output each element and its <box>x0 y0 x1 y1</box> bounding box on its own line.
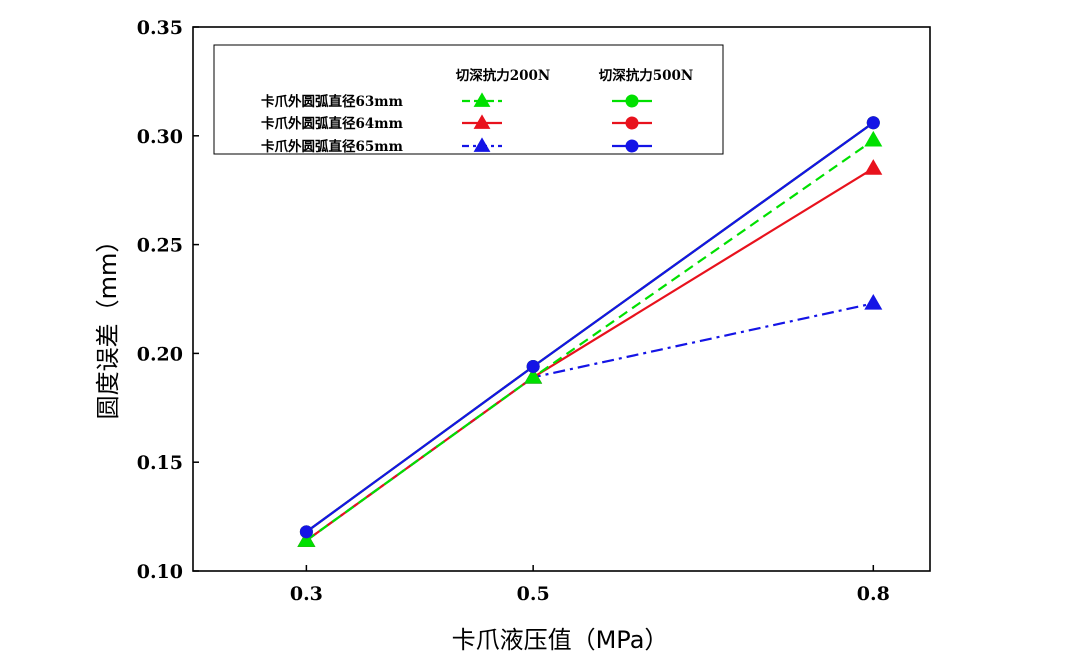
triangle-marker <box>864 159 883 175</box>
y-tick-label: 0.15 <box>137 452 183 474</box>
triangle-marker <box>864 294 883 310</box>
plot-frame <box>192 26 931 572</box>
y-tick-label: 0.30 <box>137 126 183 148</box>
triangle-marker <box>524 368 543 384</box>
legend-triangle-marker <box>473 92 491 107</box>
series-lines <box>305 121 874 542</box>
legend-triangle-marker <box>473 137 491 152</box>
x-axis-title: 卡爪液压值（MPa） <box>452 626 669 654</box>
legend-triangle-marker <box>473 114 491 129</box>
circle-marker <box>866 116 880 130</box>
legend-row-label: 卡爪外圆弧直径65mm <box>261 138 403 155</box>
y-tick-label: 0.25 <box>137 235 183 257</box>
series-markers <box>297 116 883 547</box>
plot-area-border <box>192 26 931 572</box>
legend: 切深抗力200N 切深抗力500N 卡爪外圆弧直径63mm 卡爪外圆弧直径64mm 卡爪… <box>213 44 724 155</box>
y-axis-title: 圆度误差（mm） <box>94 229 122 420</box>
y-tick-label: 0.35 <box>137 17 183 39</box>
series-line <box>305 139 874 542</box>
legend-circle-marker <box>625 116 639 130</box>
circle-marker <box>526 359 540 373</box>
legend-row-label: 卡爪外圆弧直径63mm <box>261 93 403 110</box>
legend-circle-marker <box>625 94 639 108</box>
legend-column-header: 切深抗力200N <box>456 67 551 84</box>
x-tick-label: 0.8 <box>857 583 890 605</box>
legend-column-header: 切深抗力500N <box>599 67 694 84</box>
legend-row-label: 卡爪外圆弧直径64mm <box>261 115 403 132</box>
x-tick-label: 0.5 <box>517 583 550 605</box>
triangle-marker <box>864 130 883 147</box>
series-line <box>305 302 874 542</box>
circle-marker <box>299 525 313 539</box>
triangle-marker <box>297 531 316 547</box>
y-tick-label: 0.20 <box>137 343 183 365</box>
y-tick-label: 0.10 <box>137 561 183 583</box>
legend-circle-marker <box>625 139 639 153</box>
axis-ticks: 0.10 0.15 0.20 0.25 0.30 0.35 0.3 0.5 0.8 <box>137 17 890 605</box>
series-line <box>305 167 874 542</box>
series-line <box>305 121 874 533</box>
x-tick-label: 0.3 <box>290 583 323 605</box>
